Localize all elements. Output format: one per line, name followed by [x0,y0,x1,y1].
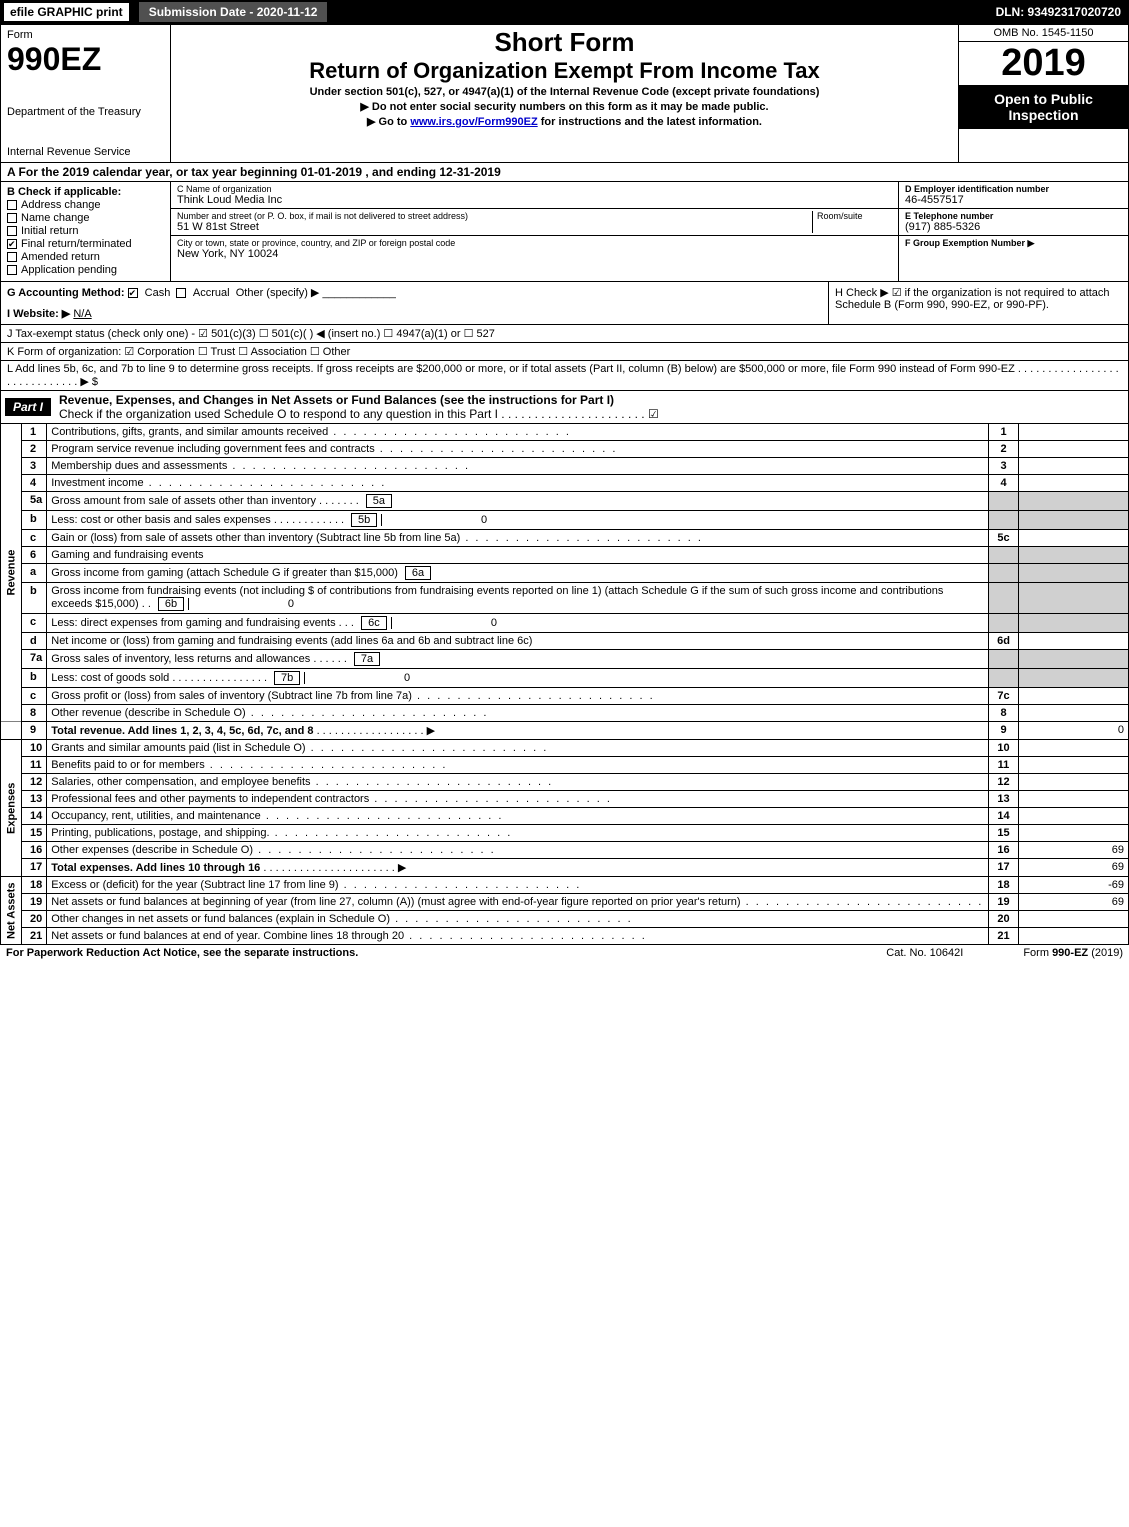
chk-initial-return[interactable]: Initial return [7,225,164,237]
row-6d: dNet income or (loss) from gaming and fu… [1,633,1129,650]
row-9: 9Total revenue. Add lines 1, 2, 3, 4, 5c… [1,722,1129,740]
top-bar: efile GRAPHIC print Submission Date - 20… [0,0,1129,24]
chk-name-change[interactable]: Name change [7,212,164,224]
row-7b: bLess: cost of goods sold . . . . . . . … [1,669,1129,688]
addr-label: Number and street (or P. O. box, if mail… [177,211,812,221]
chk-application-pending[interactable]: Application pending [7,264,164,276]
chk-accrual[interactable] [176,288,186,298]
side-net-assets: Net Assets [1,877,22,945]
ein-value: 46-4557517 [905,194,1122,206]
row-5a: 5aGross amount from sale of assets other… [1,492,1129,511]
row-12: 12Salaries, other compensation, and empl… [1,774,1129,791]
side-revenue: Revenue [1,424,22,722]
title-return: Return of Organization Exempt From Incom… [179,58,950,84]
row-2: 2Program service revenue including gover… [1,441,1129,458]
chk-cash[interactable] [128,288,138,298]
row-5c: cGain or (loss) from sale of assets othe… [1,530,1129,547]
open-to-public: Open to Public Inspection [959,85,1128,129]
dept-treasury: Department of the Treasury [7,106,164,118]
omb-number: OMB No. 1545-1150 [959,25,1128,42]
part1-label: Part I [5,398,51,416]
subtitle-3-pre: ▶ Go to [367,116,410,128]
chk-address-change[interactable]: Address change [7,199,164,211]
city-label: City or town, state or province, country… [177,238,892,248]
line-j: J Tax-exempt status (check only one) - ☑… [0,325,1129,343]
row-5b: bLess: cost or other basis and sales exp… [1,511,1129,530]
row-14: 14Occupancy, rent, utilities, and mainte… [1,808,1129,825]
entity-info: B Check if applicable: Address change Na… [0,182,1129,282]
form-label: Form [7,29,164,41]
row-6b: bGross income from fundraising events (n… [1,583,1129,614]
website-value: N/A [73,308,91,320]
row-1: Revenue 1 Contributions, gifts, grants, … [1,424,1129,441]
irs-link[interactable]: www.irs.gov/Form990EZ [410,116,537,128]
accounting-other: Other (specify) ▶ [236,287,320,299]
part1-title: Revenue, Expenses, and Changes in Net As… [59,393,614,407]
dln-number: DLN: 93492317020720 [996,5,1129,19]
row-6c: cLess: direct expenses from gaming and f… [1,614,1129,633]
line-k: K Form of organization: ☑ Corporation ☐ … [0,343,1129,361]
title-short-form: Short Form [179,27,950,58]
row-7a: 7aGross sales of inventory, less returns… [1,650,1129,669]
subtitle-1: Under section 501(c), 527, or 4947(a)(1)… [179,86,950,98]
page-footer: For Paperwork Reduction Act Notice, see … [0,945,1129,961]
part1-header: Part I Revenue, Expenses, and Changes in… [0,391,1129,424]
irs-label: Internal Revenue Service [7,146,164,158]
row-7c: cGross profit or (loss) from sales of in… [1,688,1129,705]
phone-label: E Telephone number [905,211,1122,221]
tax-year: 2019 [959,42,1128,85]
ein-label: D Employer identification number [905,184,1122,194]
org-name-label: C Name of organization [177,184,892,194]
accounting-label: G Accounting Method: [7,287,125,299]
row-13: 13Professional fees and other payments t… [1,791,1129,808]
part1-table: Revenue 1 Contributions, gifts, grants, … [0,424,1129,945]
line-h: H Check ▶ ☑ if the organization is not r… [828,282,1128,324]
org-name: Think Loud Media Inc [177,194,892,206]
line-a-period: A For the 2019 calendar year, or tax yea… [0,163,1129,182]
chk-final-return[interactable]: Final return/terminated [7,238,164,250]
part1-sub: Check if the organization used Schedule … [59,407,659,421]
subtitle-3-post: for instructions and the latest informat… [538,116,762,128]
subtitle-2: ▶ Do not enter social security numbers o… [179,100,950,113]
row-3: 3Membership dues and assessments3 [1,458,1129,475]
box-b-label: B Check if applicable: [7,186,121,198]
efile-button[interactable]: efile GRAPHIC print [4,3,129,21]
phone-value: (917) 885-5326 [905,221,1122,233]
row-20: 20Other changes in net assets or fund ba… [1,911,1129,928]
form-header: Form 990EZ Department of the Treasury In… [0,24,1129,163]
row-21: 21Net assets or fund balances at end of … [1,928,1129,945]
room-label: Room/suite [817,211,892,221]
group-exemption-label: F Group Exemption Number ▶ [905,238,1122,249]
subtitle-3: ▶ Go to www.irs.gov/Form990EZ for instru… [179,115,950,128]
footer-paperwork: For Paperwork Reduction Act Notice, see … [6,947,358,959]
row-17: 17Total expenses. Add lines 10 through 1… [1,859,1129,877]
row-6a: aGross income from gaming (attach Schedu… [1,564,1129,583]
row-4: 4Investment income4 [1,475,1129,492]
footer-form: Form 990-EZ (2019) [1023,947,1123,959]
side-expenses: Expenses [1,740,22,877]
row-18: Net Assets18Excess or (deficit) for the … [1,877,1129,894]
line-l: L Add lines 5b, 6c, and 7b to line 9 to … [0,361,1129,391]
row-19: 19Net assets or fund balances at beginni… [1,894,1129,911]
submission-date: Submission Date - 2020-11-12 [139,2,328,22]
row-6: 6Gaming and fundraising events [1,547,1129,564]
chk-amended-return[interactable]: Amended return [7,251,164,263]
row-10: Expenses10Grants and similar amounts pai… [1,740,1129,757]
line-g-h: G Accounting Method: Cash Accrual Other … [0,282,1129,325]
row-15: 15Printing, publications, postage, and s… [1,825,1129,842]
row-16: 16Other expenses (describe in Schedule O… [1,842,1129,859]
row-8: 8Other revenue (describe in Schedule O)8 [1,705,1129,722]
row-11: 11Benefits paid to or for members11 [1,757,1129,774]
form-number: 990EZ [7,41,164,78]
org-address: 51 W 81st Street [177,221,812,233]
org-city: New York, NY 10024 [177,248,892,260]
website-label: I Website: ▶ [7,308,70,320]
footer-catalog: Cat. No. 10642I [886,947,963,959]
